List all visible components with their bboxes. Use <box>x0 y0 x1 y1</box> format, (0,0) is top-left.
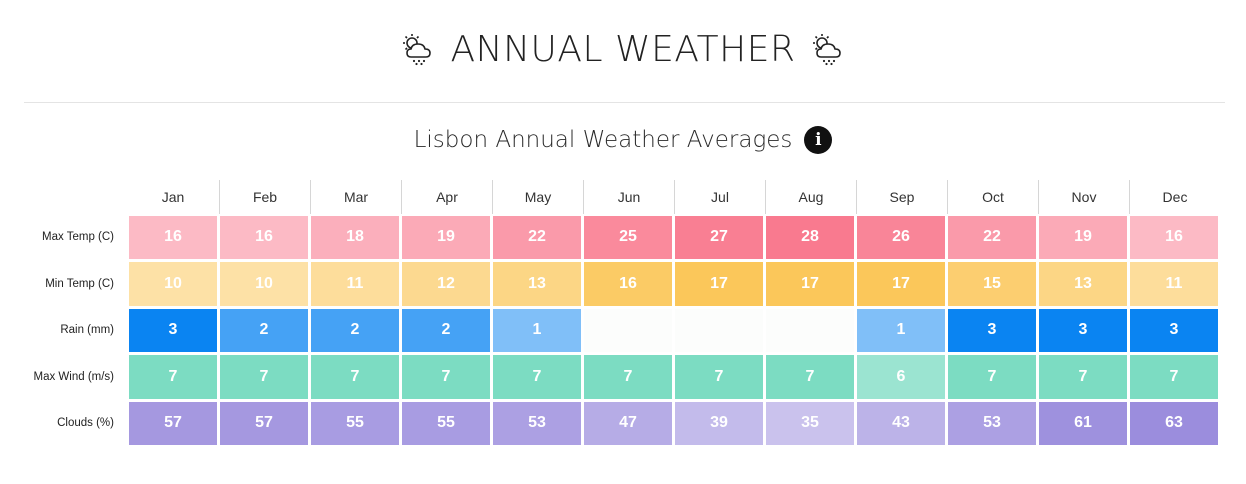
month-header-oct: Oct <box>946 180 1039 214</box>
cell-max-temp-nov: 19 <box>1039 215 1127 259</box>
cell-max-wind-jun: 7 <box>584 355 672 399</box>
cell-rain-aug <box>766 308 854 352</box>
page-header: ANNUAL WEATHER <box>0 18 1246 80</box>
cell-max-wind-may: 7 <box>493 355 581 399</box>
row-label: Clouds (%) <box>57 417 114 430</box>
cell-max-temp-apr: 19 <box>402 215 490 259</box>
cell-rain-dec: 3 <box>1130 308 1218 352</box>
cell-rain-jun <box>584 308 672 352</box>
chart-title-row: Lisbon Annual Weather Averages i <box>0 120 1246 160</box>
cell-min-temp-may: 13 <box>493 262 581 306</box>
month-header-row: Jan Feb Mar Apr May Jun Jul Aug Sep Oct Nov Dec <box>0 180 1246 214</box>
cell-rain-apr: 2 <box>402 308 490 352</box>
cell-clouds-jul: 39 <box>675 401 763 445</box>
cell-max-temp-dec: 16 <box>1130 215 1218 259</box>
cell-min-temp-feb: 10 <box>220 262 308 306</box>
cell-max-wind-mar: 7 <box>311 355 399 399</box>
cell-rain-may: 1 <box>493 308 581 352</box>
cell-max-temp-jun: 25 <box>584 215 672 259</box>
cell-max-temp-oct: 22 <box>948 215 1036 259</box>
section-divider <box>24 102 1225 103</box>
cell-min-temp-oct: 15 <box>948 262 1036 306</box>
cell-max-temp-sep: 26 <box>857 215 945 259</box>
cell-min-temp-aug: 17 <box>766 262 854 306</box>
cell-max-wind-oct: 7 <box>948 355 1036 399</box>
cell-rain-oct: 3 <box>948 308 1036 352</box>
row-max-temp: Max Temp (C) 16 16 18 19 22 25 27 28 26 22 19 16 <box>0 214 1246 261</box>
cell-rain-nov: 3 <box>1039 308 1127 352</box>
cell-rain-jan: 3 <box>129 308 217 352</box>
cloud-sun-rain-icon <box>813 34 842 66</box>
month-header-sep: Sep <box>855 180 948 214</box>
cell-max-wind-jul: 7 <box>675 355 763 399</box>
cell-clouds-dec: 63 <box>1130 401 1218 445</box>
cell-clouds-jan: 57 <box>129 401 217 445</box>
row-rain: Rain (mm) 3 2 2 2 1 1 3 3 3 <box>0 307 1246 354</box>
cell-max-temp-mar: 18 <box>311 215 399 259</box>
cell-max-wind-apr: 7 <box>402 355 490 399</box>
cell-max-wind-jan: 7 <box>129 355 217 399</box>
cloud-sun-rain-icon <box>402 34 431 66</box>
month-header-may: May <box>491 180 584 214</box>
cell-max-wind-aug: 7 <box>766 355 854 399</box>
month-header-jan: Jan <box>161 189 185 205</box>
cell-min-temp-sep: 17 <box>857 262 945 306</box>
cell-rain-feb: 2 <box>220 308 308 352</box>
row-label: Max Temp (C) <box>42 231 114 244</box>
month-header-feb: Feb <box>218 180 311 214</box>
month-header-apr: Apr <box>400 180 493 214</box>
cell-min-temp-apr: 12 <box>402 262 490 306</box>
month-header-aug: Aug <box>764 180 857 214</box>
chart-title: Lisbon Annual Weather Averages <box>413 127 793 153</box>
cell-max-temp-feb: 16 <box>220 215 308 259</box>
cell-clouds-may: 53 <box>493 401 581 445</box>
cell-max-temp-jan: 16 <box>129 215 217 259</box>
row-label: Min Temp (C) <box>45 277 114 290</box>
page-title: ANNUAL WEATHER <box>450 28 796 70</box>
cell-min-temp-jun: 16 <box>584 262 672 306</box>
cell-rain-jul <box>675 308 763 352</box>
cell-max-temp-aug: 28 <box>766 215 854 259</box>
cell-rain-mar: 2 <box>311 308 399 352</box>
cell-min-temp-jul: 17 <box>675 262 763 306</box>
row-label: Max Wind (m/s) <box>33 370 115 383</box>
cell-rain-sep: 1 <box>857 308 945 352</box>
cell-max-temp-jul: 27 <box>675 215 763 259</box>
row-label: Rain (mm) <box>60 324 114 337</box>
cell-max-wind-nov: 7 <box>1039 355 1127 399</box>
cell-max-temp-may: 22 <box>493 215 581 259</box>
month-header-dec: Dec <box>1128 180 1221 214</box>
cell-clouds-jun: 47 <box>584 401 672 445</box>
cell-min-temp-nov: 13 <box>1039 262 1127 306</box>
cell-clouds-nov: 61 <box>1039 401 1127 445</box>
info-icon[interactable]: i <box>804 126 833 154</box>
cell-clouds-mar: 55 <box>311 401 399 445</box>
cell-clouds-oct: 53 <box>948 401 1036 445</box>
row-max-wind: Max Wind (m/s) 7 7 7 7 7 7 7 7 6 7 7 7 <box>0 354 1246 401</box>
cell-min-temp-mar: 11 <box>311 262 399 306</box>
cell-clouds-feb: 57 <box>220 401 308 445</box>
month-header-mar: Mar <box>309 180 402 214</box>
cell-min-temp-dec: 11 <box>1130 262 1218 306</box>
month-header-jun: Jun <box>582 180 675 214</box>
weather-table: Jan Feb Mar Apr May Jun Jul Aug Sep Oct Nov Dec Max… <box>0 180 1246 447</box>
month-header-jul: Jul <box>673 180 766 214</box>
cell-clouds-sep: 43 <box>857 401 945 445</box>
cell-clouds-aug: 35 <box>766 401 854 445</box>
cell-max-wind-dec: 7 <box>1130 355 1218 399</box>
row-min-temp: Min Temp (C) 10 10 11 12 13 16 17 17 17 15 13 11 <box>0 261 1246 308</box>
cell-min-temp-jan: 10 <box>129 262 217 306</box>
month-header-nov: Nov <box>1037 180 1130 214</box>
cell-max-wind-feb: 7 <box>220 355 308 399</box>
row-clouds: Clouds (%) 57 57 55 55 53 47 39 35 43 53 61 63 <box>0 400 1246 447</box>
cell-max-wind-sep: 6 <box>857 355 945 399</box>
cell-clouds-apr: 55 <box>402 401 490 445</box>
